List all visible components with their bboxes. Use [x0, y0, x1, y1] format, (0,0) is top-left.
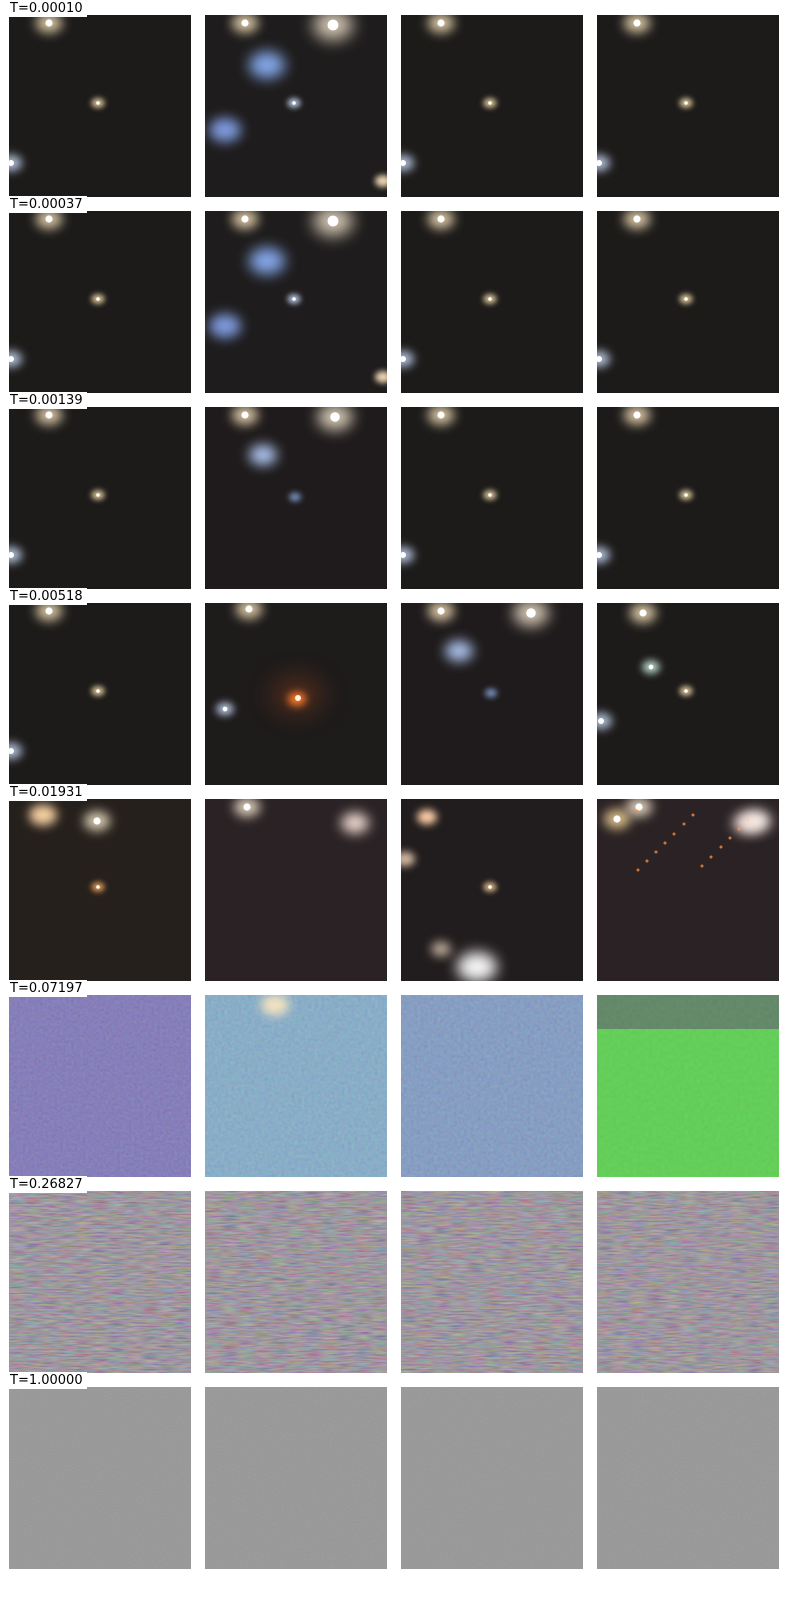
sample-image — [205, 799, 387, 981]
timestep-label: T=1.00000 — [0, 1372, 87, 1389]
timestep-label: T=0.01931 — [0, 784, 87, 801]
sample-image — [9, 407, 191, 589]
sample-image — [9, 799, 191, 981]
row-2: T=0.00139 — [0, 392, 800, 592]
sample-image — [597, 211, 779, 393]
row-1: T=0.00037 — [0, 196, 800, 396]
sample-image — [401, 211, 583, 393]
sample-image — [597, 995, 779, 1177]
sample-image — [205, 995, 387, 1177]
sample-image — [9, 1387, 191, 1569]
sample-image — [401, 1387, 583, 1569]
sample-image — [9, 15, 191, 197]
sample-image — [401, 995, 583, 1177]
sample-image — [205, 211, 387, 393]
sample-image — [597, 603, 779, 785]
sample-image — [9, 1191, 191, 1373]
sample-image — [597, 799, 779, 981]
sample-image — [205, 407, 387, 589]
sample-image — [401, 1191, 583, 1373]
sample-image — [9, 211, 191, 393]
sample-image — [597, 1387, 779, 1569]
sample-image — [401, 407, 583, 589]
timestep-label: T=0.00518 — [0, 588, 87, 605]
row-0: T=0.00010 — [0, 0, 800, 200]
sample-image — [597, 15, 779, 197]
sample-image — [9, 995, 191, 1177]
sample-image — [597, 1191, 779, 1373]
sample-image — [401, 603, 583, 785]
sample-image — [401, 15, 583, 197]
timestep-label: T=0.26827 — [0, 1176, 87, 1193]
sample-image — [205, 1191, 387, 1373]
sample-image — [9, 603, 191, 785]
sample-image — [205, 603, 387, 785]
row-3: T=0.00518 — [0, 588, 800, 788]
sample-image — [205, 15, 387, 197]
row-4: T=0.01931 — [0, 784, 800, 984]
sample-image — [597, 407, 779, 589]
row-7: T=1.00000 — [0, 1372, 800, 1572]
timestep-label: T=0.00037 — [0, 196, 87, 213]
timestep-label: T=0.07197 — [0, 980, 87, 997]
row-6: T=0.26827 — [0, 1176, 800, 1376]
timestep-label: T=0.00139 — [0, 392, 87, 409]
sample-image — [205, 1387, 387, 1569]
sample-image — [401, 799, 583, 981]
timestep-label: T=0.00010 — [0, 0, 87, 17]
row-5: T=0.07197 — [0, 980, 800, 1180]
